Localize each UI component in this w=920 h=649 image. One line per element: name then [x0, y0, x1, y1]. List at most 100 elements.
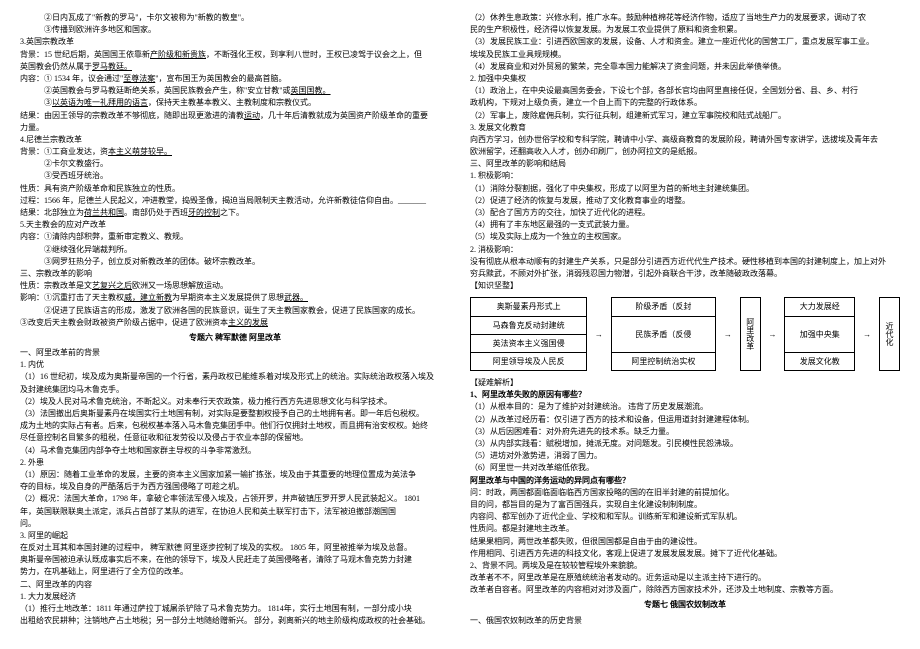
text: 背景：15 世纪后期，英国国王依靠新产阶级和新贵族，不断强化王权，到享利八世时，…	[20, 49, 450, 60]
text: 1. 大力发展经济	[20, 591, 450, 602]
text: （2）从改革过经历看：仅引进了西方的技术和设备，但运用道封封建建程体制。	[470, 414, 900, 425]
text: ②日内瓦成了"新教的罗马"，卡尔文被称为"新教的教皇"。	[20, 12, 450, 23]
text: 内容：① 1534 年，议会通过"至尊法案"，宣布国王为英国教会的最高首脑。	[20, 73, 450, 84]
text: 性质：宗教改革是文艺复兴之后欧洲又一场思想解放运动。	[20, 280, 450, 291]
text: 改革者自容者。阿里改革的内容相对对涉及面广，除除西方国家技术外，还涉及土地制度、…	[470, 584, 900, 595]
text: （4）发展商业和对外贸易的繁荣，完全靠本国力能解决了资金问题，并未因此举债举债。	[470, 61, 900, 72]
text: （1）16 世纪初，埃及成为奥斯曼帝国的一个行省，素丹政权已能维系着对埃及形式上…	[20, 371, 450, 382]
text: 二、阿里改革的内容	[20, 579, 450, 590]
text: （2）促进了经济的恢复与发展，推动了文化教育事业的增整。	[470, 195, 900, 206]
text: （2）军事上，废除雇佣兵制，实行征兵制，组建新式军习，建立军事院校和陆式战船厂。	[470, 110, 900, 121]
text: 性质问。都是封建地主改革。	[470, 523, 900, 534]
diagram: 奥斯曼素丹形式上 → 阶级矛盾（反封 → 阿里改革 → 大力发展经 → 近代化 …	[470, 297, 900, 371]
text: 2. 外患	[20, 457, 450, 468]
diagram-cell: 近代化	[879, 298, 899, 371]
text: 结果果相同，两世改革都失败，但很国国都是自由于由的建设性。	[470, 536, 900, 547]
text: 改革者不不，阿里改革是在原殖统统治者发动的。近务运动是以主派主持下进行的。	[470, 572, 900, 583]
diagram-cell: 发展文化教	[785, 352, 855, 370]
text: 奥斯曼帝国被迫承认既成事实后不来，在他的领导下，埃及人民赶走了英国侵略者，清除了…	[20, 554, 450, 565]
text: 内容问、都军创办了近代企业、学校和和军队。训练新军和建设新式军队机。	[470, 511, 900, 522]
text: 在反对土耳其和本国封建的过程中， 稗军默德 阿里逐步控制了埃及的实权。 1805…	[20, 542, 450, 553]
text: 2、背景不同。两埃及是在较较管程埃外来貌貌。	[470, 560, 900, 571]
diagram-cell: 英法资本主义强国侵	[471, 334, 587, 352]
arrow-icon: →	[760, 298, 784, 371]
text: ③以英语为唯一礼拜用的语言，保持天主教基本教义、主教制度和宗教仪式。	[20, 97, 450, 108]
text: （2）概况：法国大革命，1798 年，拿破仑率领法军侵入埃及，占领开罗，并声破镇…	[20, 493, 450, 504]
text: （4）马术鲁克集团内部争夺土地和国家群主导权的斗争非常激烈。	[20, 445, 450, 456]
text: （3）发展民族工业：引进西欧国家的发展，设备、人才和资金。建立一座近代化的国营工…	[470, 36, 900, 47]
diagram-cell: 阿里控制统治实权	[611, 352, 716, 370]
text: 穷兵黩武，不顾对外扩张，消弱残忍国力物潜，引起外商联合干涉，改革随破政改落幕。	[470, 268, 900, 279]
text: 1. 积极影响：	[470, 170, 900, 181]
text: 三、阿里改革的影响和结局	[470, 158, 900, 169]
text: 性质：具有资产阶级革命和民族独立的性质。	[20, 183, 450, 194]
text: 3.英国宗教改革	[20, 36, 450, 47]
text: 作用相同、引进西方先进的科技文化，客观上促进了发展发展发展。摊下了近代化基础。	[470, 548, 900, 559]
text: （3）从后因困难看：对外府先进先的技术系。缺乏力量。	[470, 426, 900, 437]
text: 【知识坚整】	[470, 280, 900, 291]
text: 英国教会仍然从属于罗马教廷。	[20, 61, 450, 72]
text: 政机构，下规对上级负责，建立一个自上而下的完整的行政体系。	[470, 97, 900, 108]
text: 3. 发展文化教育	[470, 122, 900, 133]
text: 势力，在巩基础上，阿里进行了全方位的改革。	[20, 566, 450, 577]
text: 结果：北部独立为荷兰共和国。南部仍处于西班牙的控制之下。	[20, 207, 450, 218]
text: 出租给农民耕种；注销地产占土地税；另一部分土地随给赠新兴。 部分，剥离新兴的地主…	[20, 615, 450, 626]
diagram-cell: 阶级矛盾（反封	[611, 298, 716, 316]
text: 目的问，都旨目的是为了富百国强兵，实现自主化建设制制制度。	[470, 499, 900, 510]
text: （1）消除分裂割据，强化了中央集权，形成了以阿里为首的新地主封建统集团。	[470, 183, 900, 194]
text: （3）配合了国方方的交往，加快了近代化的进程。	[470, 207, 900, 218]
text: （3）法国撤出后奥斯曼素丹在埃国实行土地国有制，对实际是要整割权授予自己的土地拥…	[20, 408, 450, 419]
diagram-cell: 阿里领导埃及人民反	[471, 352, 587, 370]
text: 4.尼德兰宗教改革	[20, 134, 450, 145]
text: （1）政治上，在中央设最高国务委会，下设七个部，各部长官均由阿里直接任促，全国划…	[470, 85, 900, 96]
text: 2. 消极影响：	[470, 244, 900, 255]
text: 三、宗教改革的影响	[20, 268, 450, 279]
text: 埃埃及民族工业具规规模。	[470, 49, 900, 60]
text: ③传播到欧洲许多地区和国家。	[20, 24, 450, 35]
text: 1、阿里改革失败的原因有哪些？	[470, 389, 900, 400]
text: （1）从根本目的：是为了维护对封建统治。 违背了历史发展潮流。	[470, 401, 900, 412]
text: 5.天主教会的应对产改革	[20, 219, 450, 230]
text: 2. 加强中央集权	[470, 73, 900, 84]
text: 欧洲留学，还翻高收入人才，创办印刷厂，创办阿拉文的是纸报。	[470, 146, 900, 157]
text: 3. 阿里的崛起	[20, 530, 450, 541]
text: 一、俄国农奴制改革的历史背景	[470, 615, 900, 626]
text: ③改变后天主教会财政被资产阶级占据中，促进了欧洲资本主义的发展	[20, 317, 450, 328]
text: 阿里改革与中国的洋务运动的异同点有哪些？	[470, 475, 900, 486]
text: （4）拥有了丰东地区最强的一支式武装力量。	[470, 219, 900, 230]
text: 背景：①工商业发达，资本主义萌芽较早。	[20, 146, 450, 157]
arrow-icon: →	[855, 298, 879, 371]
text: 内容：①清除内部积弊，重新审定教义、教规。	[20, 231, 450, 242]
text: 及封建统集团均马木鲁克手。	[20, 384, 450, 395]
diagram-cell: 加强中央集	[785, 316, 855, 352]
text: ②继续强化异端裁判所。	[20, 244, 450, 255]
diagram-cell: 民族矛盾（反侵	[611, 316, 716, 352]
section-title: 专题七 俄国农奴制改革	[470, 599, 900, 610]
text: 年，英国联限联奥土派定，派兵占首部了某队的进军，在协迫人民和英土联军打击下，法军…	[20, 506, 450, 517]
text: ③受西班牙统治。	[20, 170, 450, 181]
text: 夺的目标，埃及自身的严酷落后于为西方强国侵略了可趁之机。	[20, 481, 450, 492]
text: （3）从内部实践看：赋税增加，摊派无度。对问题发。引民模性民怨沸圾。	[470, 438, 900, 449]
text: ②促进了民族语言的形成，激发了欧洲各国的民族意识，诞生了天主教国家教会，促进了民…	[20, 305, 450, 316]
text: 问：时政，两国都面临面临临西方国家投略的国的在旧半封建的前提加化。	[470, 487, 900, 498]
text: 【疑难解析】	[470, 377, 900, 388]
diagram-cell: 马森鲁克反动封建统	[471, 316, 587, 334]
text: 没有彻底从根本动顺有的封建生产关系，只是部分引进西方近代代生产技术。硬性移植到本…	[470, 256, 900, 267]
text: ③网罗狂热分子，创立反对新教改革的团体。破坏宗教改革。	[20, 256, 450, 267]
text: 影响：①沉重打击了天主教权威，建立新教为早期资本主义发展提供了思想武器。	[20, 292, 450, 303]
text: 力量。	[20, 122, 450, 133]
text: 结果：由因王领导的宗教改革不够彻底，随即出现更激进的清教运动，几十年后清教就成为…	[20, 110, 450, 121]
arrow-icon: →	[587, 298, 611, 371]
text: 一、阿里改革前的背景	[20, 347, 450, 358]
text: 尽任意控制名目繁多的租税，任意征收和征发劳役以及侵占于农业本部的保留地。	[20, 432, 450, 443]
diagram-cell: 奥斯曼素丹形式上	[471, 298, 587, 316]
text: 成为土地的实际占有者。后来，包税权基本落入马木鲁克集团手中。他们行仅拥封土地权，…	[20, 420, 450, 431]
text: （6）阿里世一共对改革缩低依我。	[470, 462, 900, 473]
text: 民的生产积极性，经济得以恢复发展。为发展工农业提供了原料和资金积累。	[470, 24, 900, 35]
text: （5）埃及实际上成为一个独立的主权国家。	[470, 231, 900, 242]
text: ②英国教会与罗马教廷断绝关系，英国民族教会产生，称"安立甘教"或英国国教。	[20, 85, 450, 96]
text: 1. 内优	[20, 359, 450, 370]
arrow-icon: →	[716, 298, 740, 371]
text: 过程：1566 年，尼德兰人民起义，冲进教堂，捣毁圣像，揭迫当局限制天主教活动，…	[20, 195, 450, 206]
text: （1）原因：随着工业革命的发展，主要的资本主义国家加紧一输扩拣张，埃及由于其重要…	[20, 469, 450, 480]
